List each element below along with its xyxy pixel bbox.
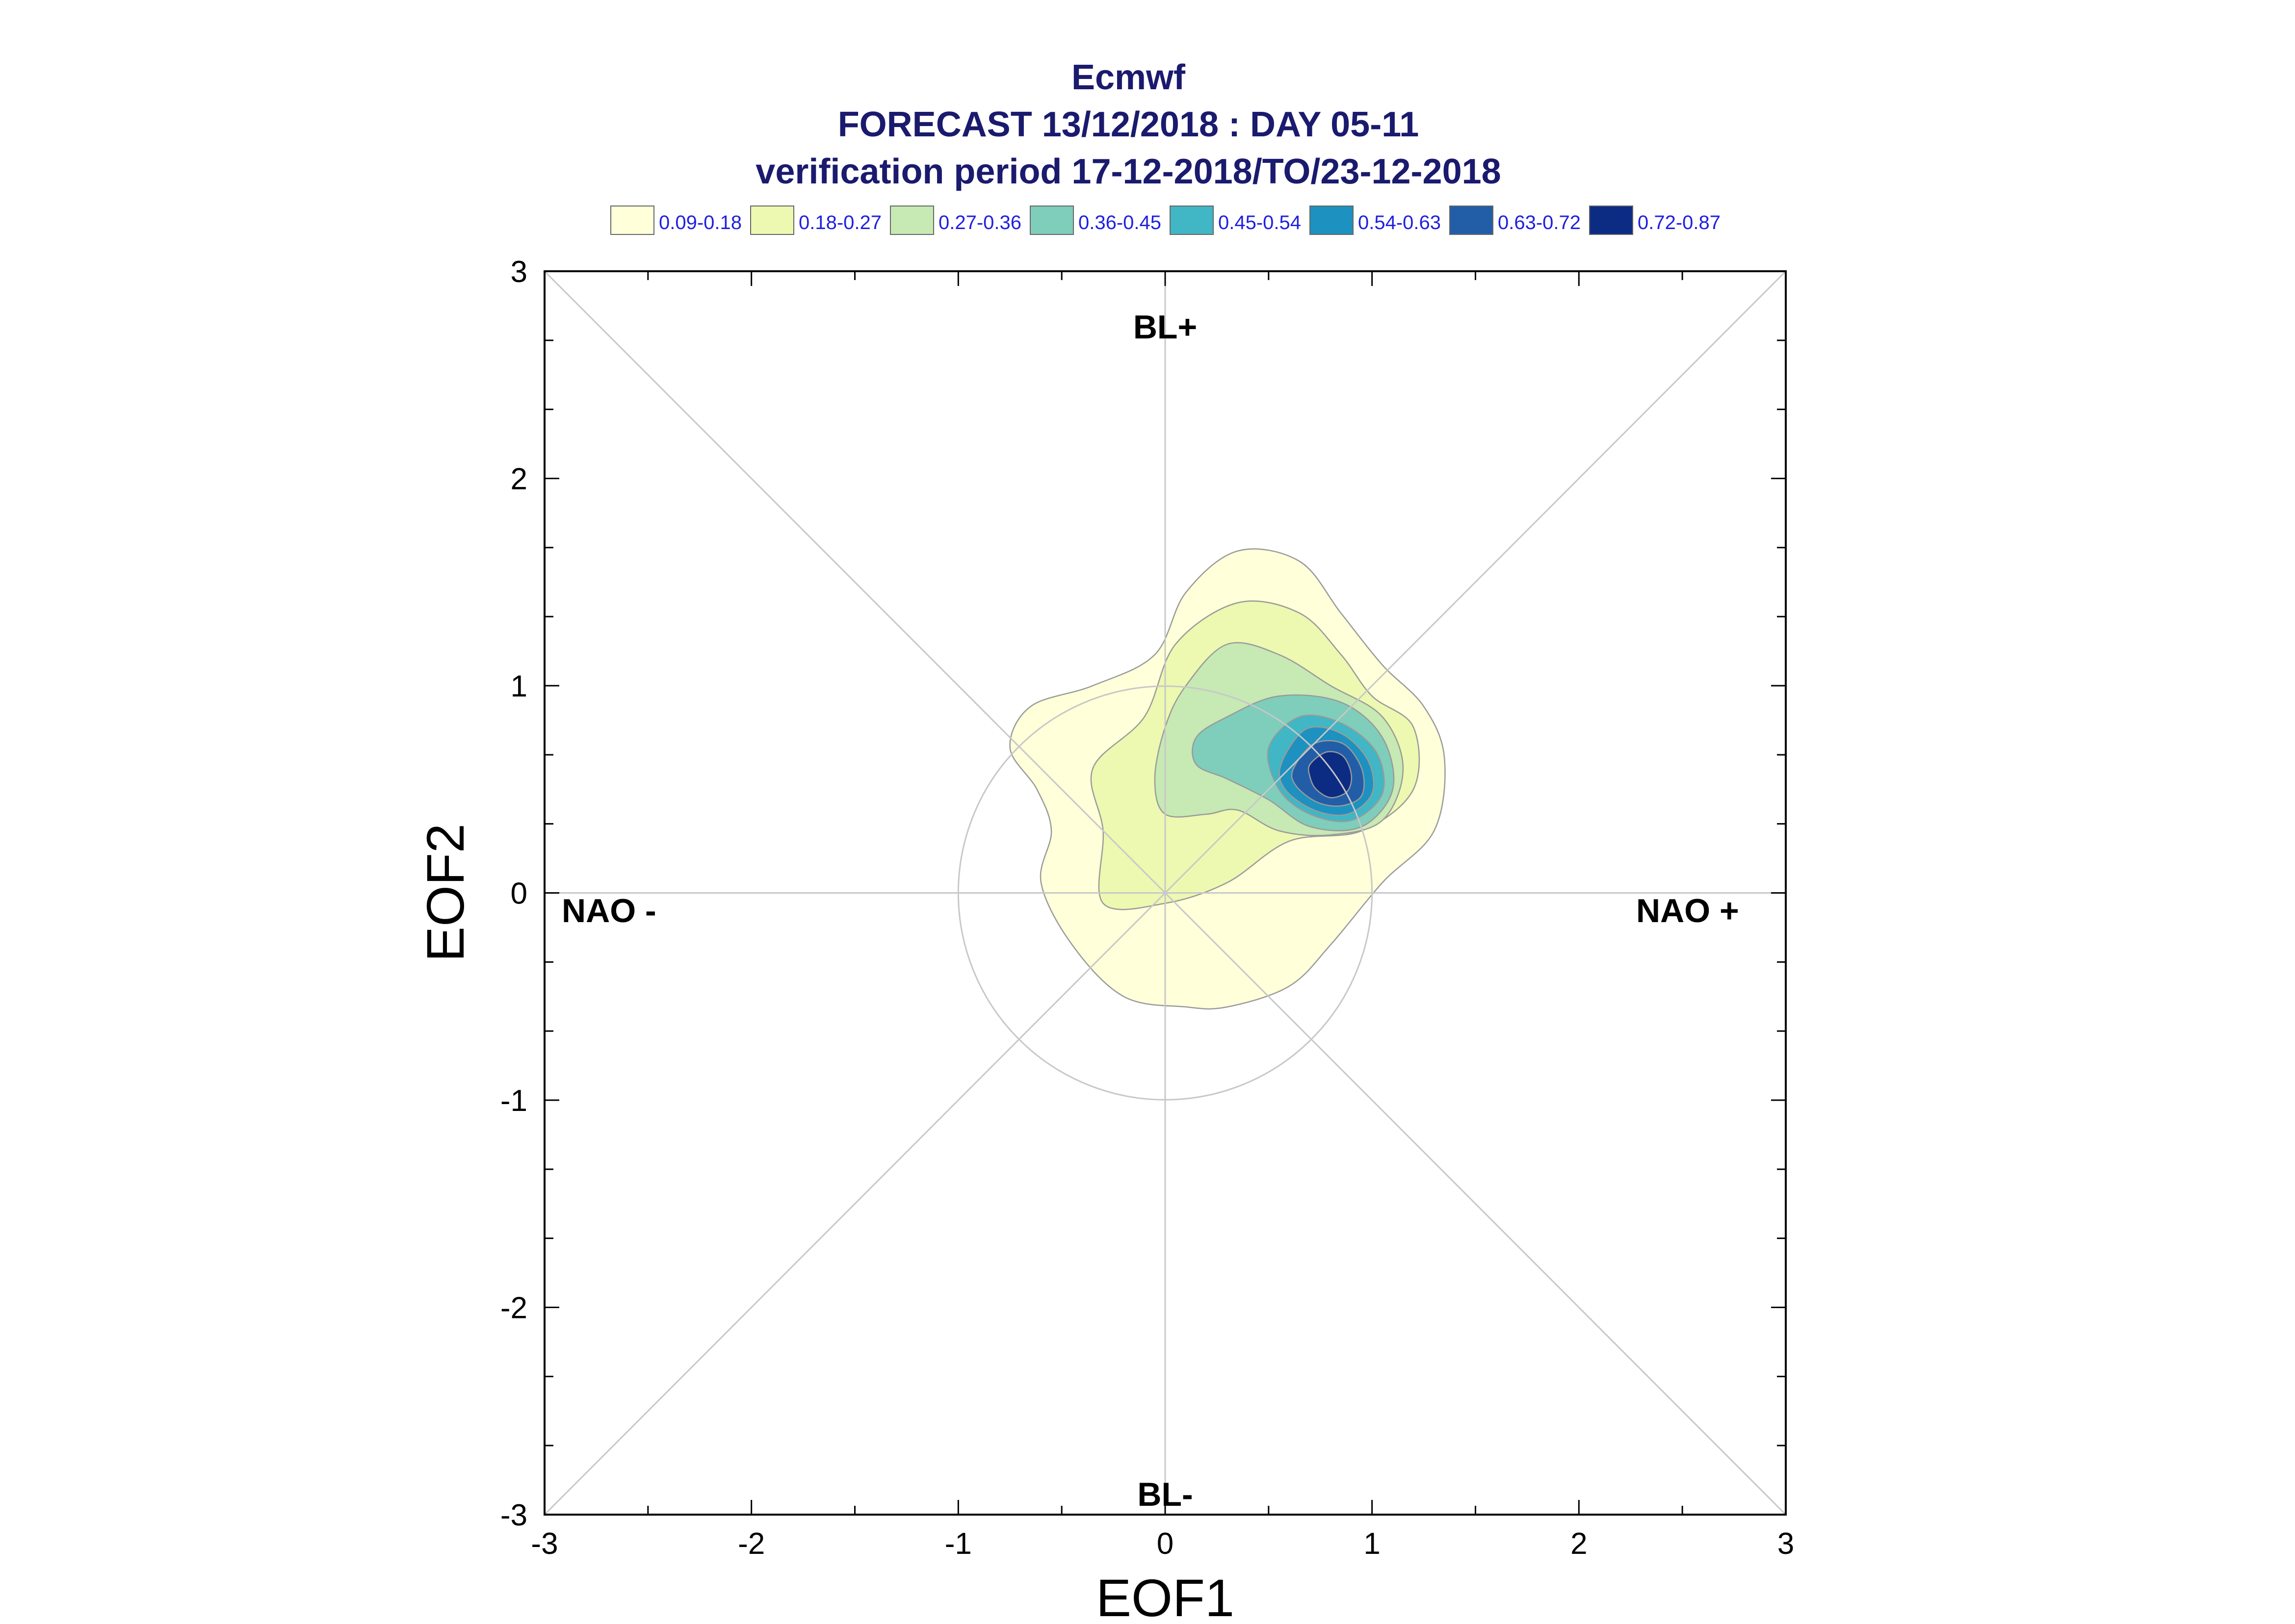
y-tick-label: 1 [511,670,527,703]
y-tick-label: 0 [511,877,527,911]
regime-label-bl-minus: BL- [1137,1476,1193,1513]
chart-subtitle-verification: verification period 17-12-2018/TO/23-12-… [756,152,1501,191]
legend-swatch [1449,206,1493,235]
y-tick-label: -2 [500,1291,527,1325]
regime-label-bl-plus: BL+ [1133,309,1197,346]
legend-label: 0.18-0.27 [799,212,882,233]
y-tick-label: 2 [511,463,527,496]
reference-circle [957,685,1373,1101]
legend-label: 0.63-0.72 [1498,212,1581,233]
x-tick-label: 2 [1570,1527,1587,1561]
legend-swatch [1589,206,1633,235]
legend-swatch [1170,206,1214,235]
chart-title: Ecmwf [1071,58,1186,97]
regime-label-nao-minus: NAO - [562,892,656,929]
density-contours [1009,548,1446,1010]
regime-label-nao-plus: NAO + [1636,892,1739,929]
guide-lines [544,270,1787,1516]
legend-label: 0.27-0.36 [939,212,1021,233]
axes: -3 -2 -1 0 1 2 3 -3 -2 -1 0 1 2 3 [500,255,1794,1561]
y-tick-label: -3 [500,1498,527,1532]
y-tick-label: -1 [500,1084,527,1118]
legend-label: 0.36-0.45 [1078,212,1161,233]
legend: 0.09-0.18 0.18-0.27 0.27-0.36 0.36-0.45 0.45… [610,206,1721,235]
x-tick-label: 1 [1363,1527,1380,1561]
legend-label: 0.54-0.63 [1358,212,1441,233]
x-tick-label: -2 [738,1527,765,1561]
diagonal-line [544,270,1787,1516]
y-tick-label: 3 [511,255,527,289]
x-tick-label: -3 [531,1527,558,1561]
legend-swatch [610,206,654,235]
y-axis-title: EOF2 [416,824,475,962]
chart-subtitle-forecast: FORECAST 13/12/2018 : DAY 05-11 [838,105,1419,144]
legend-swatch [750,206,794,235]
legend-label: 0.72-0.87 [1638,212,1721,233]
x-tick-label: -1 [945,1527,972,1561]
legend-label: 0.09-0.18 [659,212,742,233]
plot-area: -3 -2 -1 0 1 2 3 -3 -2 -1 0 1 2 3 [500,255,1794,1561]
x-axis-title: EOF1 [1096,1568,1234,1624]
x-tick-label: 0 [1157,1527,1174,1561]
legend-swatch [1030,206,1074,235]
legend-swatch [1309,206,1354,235]
density-contour [1307,750,1353,799]
x-tick-label: 3 [1777,1527,1794,1561]
legend-label: 0.45-0.54 [1218,212,1301,233]
legend-swatch [890,206,934,235]
